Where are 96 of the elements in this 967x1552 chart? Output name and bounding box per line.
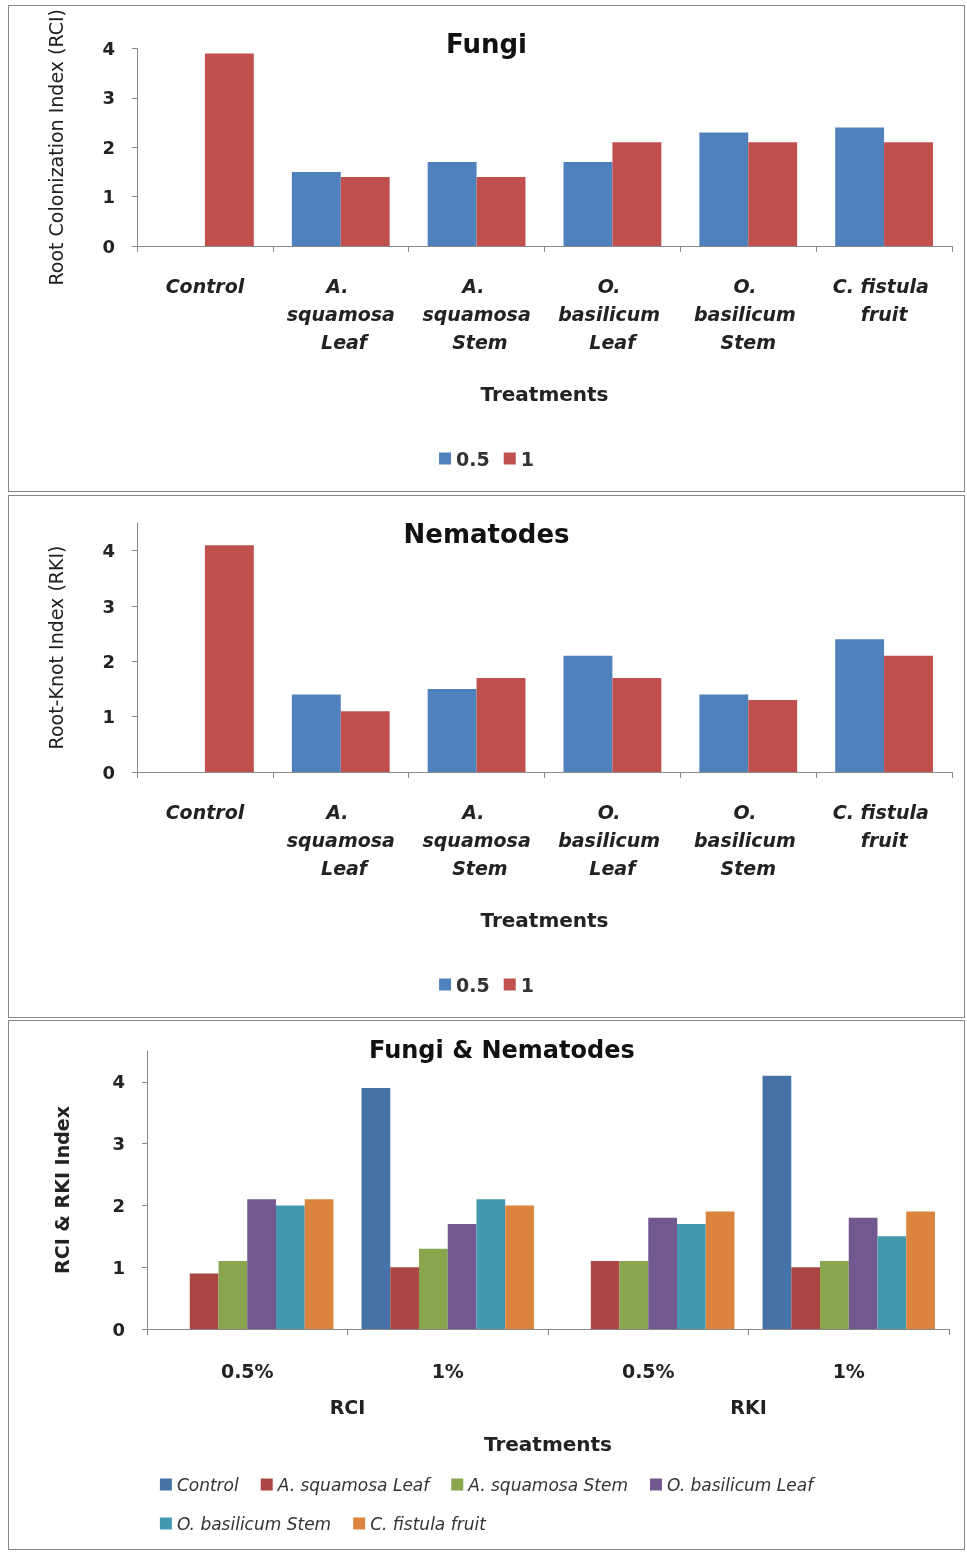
bar xyxy=(699,132,749,246)
text: RCI xyxy=(329,1396,366,1418)
x-axis-title: Treatments xyxy=(483,1432,613,1456)
x-tick-label: A. squamosa Stem xyxy=(422,275,531,353)
x-tick-label: Control xyxy=(165,275,245,297)
bar xyxy=(748,700,798,772)
x-tick-label: 0.5% xyxy=(621,1360,675,1382)
bar xyxy=(476,176,526,246)
bar xyxy=(476,677,526,772)
text: RKI xyxy=(730,1396,767,1418)
x-tick-label: A. squamosa Stem xyxy=(422,801,531,879)
bar xyxy=(699,694,749,772)
x-tick-label: O. basilicum Leaf xyxy=(558,275,667,353)
bar xyxy=(304,1199,334,1329)
bar xyxy=(848,1217,878,1329)
bar xyxy=(340,176,390,246)
bar xyxy=(762,1075,792,1329)
legend-label: 0.5 xyxy=(456,447,490,470)
chart-title: Nematodes xyxy=(403,519,570,549)
x-tick-label: Control xyxy=(165,801,245,823)
bar xyxy=(563,162,613,246)
y-axis-title: Root-Knot Index (RKI) xyxy=(44,545,67,750)
y-tick-label: 2 xyxy=(112,1194,125,1216)
bar xyxy=(835,127,885,246)
x-tick-label: 0.5% xyxy=(220,1360,274,1382)
bar xyxy=(505,1205,534,1329)
y-tick-label: 0 xyxy=(112,1318,125,1340)
y-tick-label: 2 xyxy=(102,650,115,672)
bar xyxy=(476,1199,506,1329)
y-tick-label: 1 xyxy=(102,186,115,208)
bar xyxy=(291,694,341,772)
legend-label: O. basilicum Stem xyxy=(176,1513,332,1534)
x-axis-title: Treatments xyxy=(480,908,609,932)
y-tick-label: 1 xyxy=(102,706,115,728)
y-tick-label: 0 xyxy=(102,235,115,257)
bar xyxy=(204,53,254,246)
legend-label: C. fistula fruit xyxy=(370,1513,488,1534)
bar xyxy=(447,1223,477,1329)
bar xyxy=(427,689,477,772)
x-tick-label: A. squamosa Leaf xyxy=(286,801,395,879)
legend-label: A. squamosa Leaf xyxy=(276,1474,433,1495)
bar xyxy=(619,1261,649,1329)
legend-label: 1 xyxy=(520,973,534,996)
bar xyxy=(820,1261,849,1329)
y-axis-title: Root Colonization Index (RCI) xyxy=(44,8,67,286)
bar xyxy=(676,1223,706,1329)
x-tick-label: O. basilicum Leaf xyxy=(558,801,667,879)
x-tick-label: A. squamosa Leaf xyxy=(286,275,395,353)
bar xyxy=(835,639,885,772)
legend-label: A. squamosa Stem xyxy=(467,1474,628,1495)
x-tick-label: 1% xyxy=(832,1360,865,1382)
y-tick-label: 3 xyxy=(102,87,115,109)
x-tick-label: O. basilicum Stem xyxy=(694,801,803,879)
legend-label: O. basilicum Leaf xyxy=(666,1474,817,1495)
bar xyxy=(877,1236,907,1329)
legend-label: 1 xyxy=(520,447,534,470)
bar xyxy=(705,1211,735,1329)
x-tick-label: O. basilicum Stem xyxy=(694,275,803,353)
bar xyxy=(189,1273,219,1329)
bar xyxy=(612,142,662,246)
bar xyxy=(590,1261,620,1329)
bar xyxy=(275,1205,305,1329)
bar xyxy=(906,1211,935,1329)
bar xyxy=(648,1217,677,1329)
chart-title: Fungi xyxy=(445,29,528,59)
bar xyxy=(291,171,341,246)
bar xyxy=(204,545,254,772)
x-tick-label: C. fistula fruit xyxy=(832,275,936,325)
y-tick-label: 3 xyxy=(112,1133,125,1155)
legend-label: Control xyxy=(176,1474,239,1495)
y-tick-label: 4 xyxy=(102,540,115,562)
bar xyxy=(390,1267,420,1329)
x-tick-label: 1% xyxy=(431,1360,464,1382)
bar xyxy=(247,1199,276,1329)
y-tick-label: 2 xyxy=(102,136,115,158)
bar xyxy=(748,142,798,246)
bar xyxy=(612,677,662,772)
bar xyxy=(218,1261,248,1329)
bar xyxy=(419,1248,448,1329)
y-tick-label: 4 xyxy=(102,38,115,60)
chart-title: Fungi & Nematodes xyxy=(369,1036,635,1064)
bar xyxy=(791,1267,821,1329)
y-tick-label: 3 xyxy=(102,595,115,617)
bar xyxy=(884,655,933,772)
y-tick-label: 0 xyxy=(102,761,115,783)
legend-label: 0.5 xyxy=(456,973,490,996)
bar xyxy=(884,142,933,246)
bar xyxy=(427,162,477,246)
bar xyxy=(361,1088,391,1329)
y-axis-title: RCI & RKI Index xyxy=(50,1106,73,1274)
bar xyxy=(340,711,390,772)
x-tick-label: C. fistula fruit xyxy=(832,801,936,851)
y-tick-label: 4 xyxy=(112,1071,125,1093)
y-tick-label: 1 xyxy=(112,1256,125,1278)
x-axis-title: Treatments xyxy=(480,382,609,406)
bar xyxy=(563,655,613,772)
